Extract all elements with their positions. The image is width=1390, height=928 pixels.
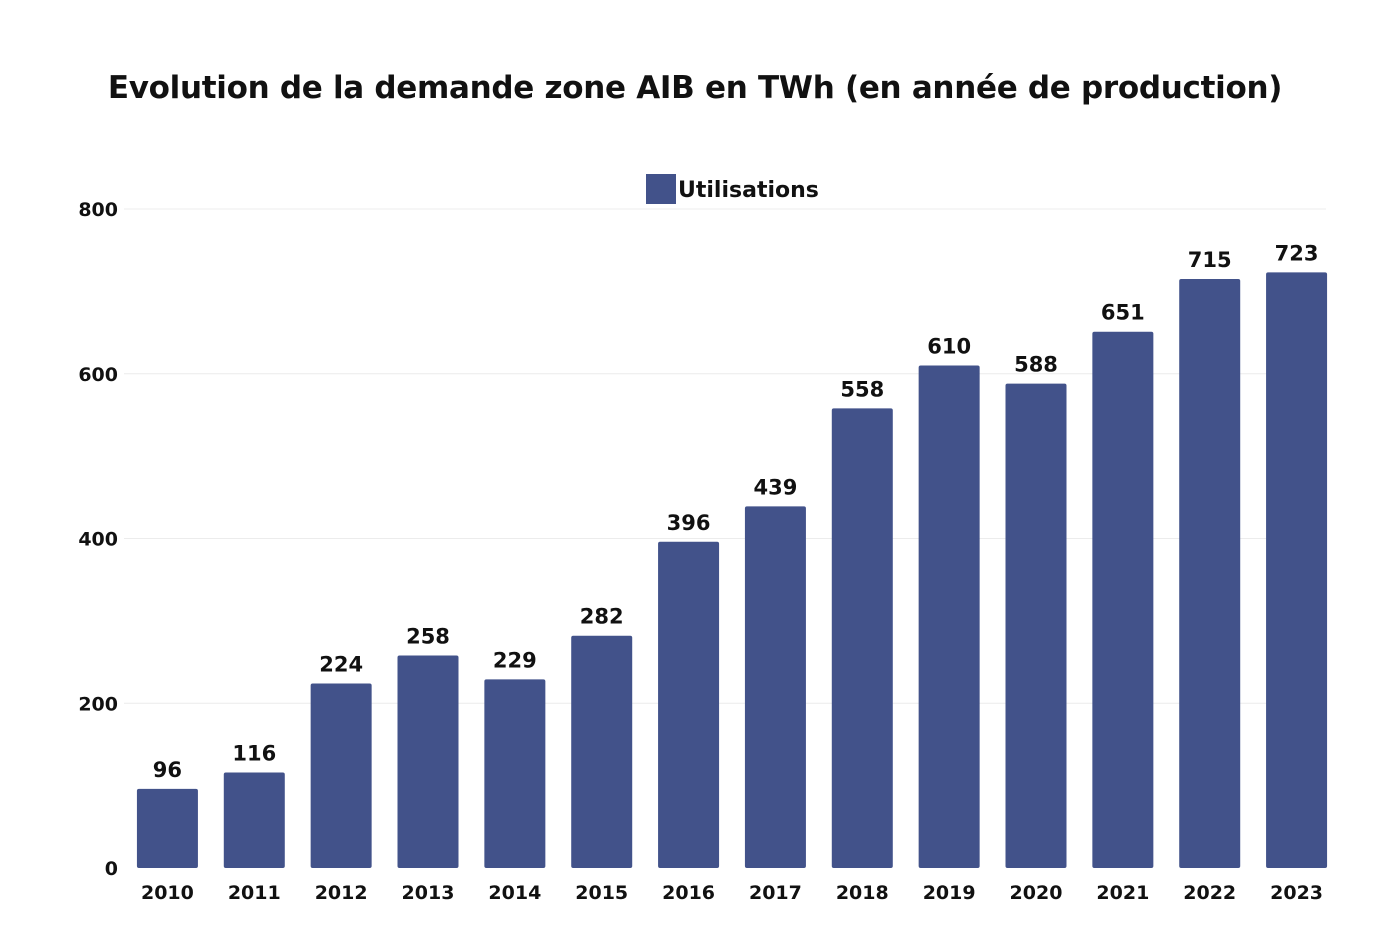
x-tick-label-2017: 2017: [749, 882, 802, 904]
bar-2022: [1179, 279, 1241, 868]
x-tick-label-2018: 2018: [836, 882, 889, 904]
legend-label: Utilisations: [678, 178, 819, 203]
x-tick-label-2021: 2021: [1096, 882, 1149, 904]
bar-2020: [1005, 383, 1067, 868]
data-label-2015: 282: [580, 605, 624, 629]
y-tick-label: 400: [78, 529, 118, 551]
bar-2019: [918, 365, 980, 868]
bar-2011: [223, 772, 285, 868]
x-tick-label-2013: 2013: [402, 882, 455, 904]
y-tick-label: 600: [78, 364, 118, 386]
bar-2013: [397, 655, 459, 868]
bar-2017: [744, 506, 806, 868]
x-tick-label-2010: 2010: [141, 882, 194, 904]
x-tick-label-2022: 2022: [1183, 882, 1236, 904]
data-label-2018: 558: [840, 377, 884, 401]
bar-2010: [136, 788, 198, 868]
data-label-2014: 229: [493, 648, 537, 672]
bar-2016: [658, 541, 720, 868]
data-label-2023: 723: [1275, 241, 1319, 265]
bar-2021: [1092, 331, 1154, 868]
bar-2023: [1266, 272, 1328, 869]
x-tick-label-2011: 2011: [228, 882, 281, 904]
y-tick-label: 800: [78, 199, 118, 221]
legend-swatch: [646, 174, 676, 204]
bar-2018: [831, 408, 893, 868]
x-axis-ticks: 2010 2011 2012 2013 2014 2015 2016 2017 2018 2019…: [141, 882, 1323, 904]
data-label-2013: 258: [406, 624, 450, 648]
legend: Utilisations: [646, 174, 819, 204]
x-tick-label-2014: 2014: [488, 882, 541, 904]
y-tick-label: 0: [105, 858, 118, 880]
y-axis-ticks: 0 200 400 600 800: [78, 199, 118, 880]
x-tick-label-2015: 2015: [575, 882, 628, 904]
chart-title: Evolution de la demande zone AIB en TWh …: [107, 70, 1283, 106]
data-label-2021: 651: [1101, 301, 1145, 325]
x-tick-label-2020: 2020: [1010, 882, 1063, 904]
x-tick-label-2016: 2016: [662, 882, 715, 904]
data-label-2012: 224: [319, 652, 363, 676]
y-tick-label: 200: [78, 693, 118, 715]
data-label-2019: 610: [927, 335, 971, 359]
data-label-2017: 439: [754, 475, 798, 499]
x-tick-label-2012: 2012: [315, 882, 368, 904]
data-label-2016: 396: [667, 511, 711, 535]
x-tick-label-2023: 2023: [1270, 882, 1323, 904]
bar-2015: [571, 635, 633, 868]
data-label-2020: 588: [1014, 353, 1058, 377]
data-label-2010: 96: [153, 758, 182, 782]
data-label-2011: 116: [232, 741, 276, 765]
x-tick-label-2019: 2019: [923, 882, 976, 904]
bar-2012: [310, 683, 372, 868]
data-labels: 96 116 224 258 229 282 396 439 558 610 588 651 715 72…: [153, 241, 1319, 781]
data-label-2022: 715: [1188, 248, 1232, 272]
bars: [136, 272, 1328, 869]
bar-2014: [484, 679, 546, 868]
